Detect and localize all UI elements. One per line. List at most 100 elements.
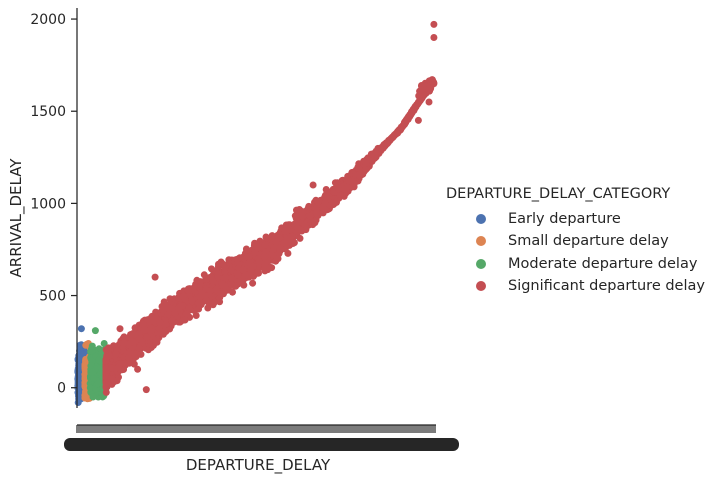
point-significant-departure-delay bbox=[355, 171, 363, 179]
legend: DEPARTURE_DELAY_CATEGORY Early departure… bbox=[446, 186, 705, 297]
point-significant-departure-delay bbox=[151, 273, 159, 281]
point-significant-departure-delay bbox=[430, 80, 438, 88]
x-tick-labels-overlap bbox=[64, 438, 459, 451]
point-significant-departure-delay bbox=[144, 316, 152, 324]
point-significant-departure-delay bbox=[272, 238, 280, 246]
x-axis-label: DEPARTURE_DELAY bbox=[186, 456, 331, 475]
point-significant-departure-delay bbox=[155, 325, 163, 332]
point-significant-departure-delay bbox=[102, 388, 110, 396]
point-significant-departure-delay bbox=[252, 241, 260, 249]
point-significant-departure-delay bbox=[306, 212, 314, 220]
point-significant-departure-delay bbox=[430, 20, 438, 28]
point-significant-departure-delay bbox=[113, 377, 121, 385]
point-significant-departure-delay bbox=[293, 206, 300, 214]
point-significant-departure-delay bbox=[333, 198, 340, 206]
point-moderate-departure-delay bbox=[94, 379, 102, 387]
point-significant-departure-delay bbox=[301, 221, 309, 228]
legend-marker-early bbox=[476, 214, 486, 225]
point-significant-departure-delay bbox=[309, 181, 317, 189]
point-moderate-departure-delay bbox=[95, 356, 103, 364]
point-significant-departure-delay bbox=[345, 177, 353, 185]
point-significant-departure-delay bbox=[162, 302, 169, 310]
y-tick-label: 0 bbox=[57, 381, 66, 397]
point-significant-departure-delay bbox=[177, 302, 185, 310]
point-significant-departure-delay bbox=[335, 185, 343, 193]
point-small-departure-delay bbox=[84, 395, 91, 403]
point-significant-departure-delay bbox=[107, 364, 115, 372]
point-significant-departure-delay bbox=[294, 224, 302, 232]
point-significant-departure-delay bbox=[362, 159, 370, 167]
point-moderate-departure-delay bbox=[100, 340, 108, 347]
point-significant-departure-delay bbox=[322, 193, 330, 201]
point-significant-departure-delay bbox=[188, 297, 196, 305]
point-significant-departure-delay bbox=[261, 253, 268, 260]
point-moderate-departure-delay bbox=[90, 375, 98, 382]
point-significant-departure-delay bbox=[227, 274, 235, 282]
point-moderate-departure-delay bbox=[88, 368, 96, 376]
point-significant-departure-delay bbox=[249, 279, 257, 287]
point-significant-departure-delay bbox=[425, 98, 433, 106]
point-moderate-departure-delay bbox=[88, 347, 96, 355]
point-significant-departure-delay bbox=[414, 100, 422, 108]
point-significant-departure-delay bbox=[293, 212, 301, 220]
point-significant-departure-delay bbox=[274, 255, 282, 263]
point-significant-departure-delay bbox=[232, 282, 240, 290]
point-significant-departure-delay bbox=[125, 354, 133, 361]
point-significant-departure-delay bbox=[135, 335, 143, 343]
point-significant-departure-delay bbox=[120, 339, 128, 347]
point-significant-departure-delay bbox=[134, 365, 142, 373]
point-significant-departure-delay bbox=[115, 363, 123, 371]
legend-item-early: Early departure bbox=[446, 208, 705, 230]
point-significant-departure-delay bbox=[183, 310, 191, 318]
point-significant-departure-delay bbox=[321, 199, 329, 207]
legend-item-small: Small departure delay bbox=[446, 230, 705, 252]
point-significant-departure-delay bbox=[331, 179, 339, 187]
point-significant-departure-delay bbox=[179, 292, 187, 300]
legend-label-small: Small departure delay bbox=[508, 233, 669, 250]
point-significant-departure-delay bbox=[156, 319, 164, 327]
point-significant-departure-delay bbox=[430, 34, 438, 41]
point-significant-departure-delay bbox=[206, 287, 214, 295]
point-significant-departure-delay bbox=[408, 108, 416, 116]
point-significant-departure-delay bbox=[216, 298, 224, 306]
point-early-departure bbox=[77, 325, 85, 333]
points-layer bbox=[74, 20, 438, 406]
point-significant-departure-delay bbox=[239, 266, 247, 274]
point-significant-departure-delay bbox=[249, 262, 257, 270]
point-significant-departure-delay bbox=[102, 357, 110, 365]
point-significant-departure-delay bbox=[129, 338, 137, 346]
point-significant-departure-delay bbox=[221, 264, 229, 272]
point-significant-departure-delay bbox=[195, 305, 203, 313]
point-significant-departure-delay bbox=[212, 285, 220, 293]
point-significant-departure-delay bbox=[181, 316, 189, 324]
point-moderate-departure-delay bbox=[91, 327, 99, 335]
point-significant-departure-delay bbox=[116, 325, 124, 333]
y-tick-label: 2000 bbox=[30, 12, 66, 28]
point-significant-departure-delay bbox=[298, 212, 306, 220]
point-early-departure bbox=[76, 341, 84, 349]
point-significant-departure-delay bbox=[166, 295, 174, 303]
point-significant-departure-delay bbox=[261, 261, 269, 269]
point-significant-departure-delay bbox=[193, 276, 201, 284]
point-moderate-departure-delay bbox=[89, 393, 97, 401]
legend-label-moderate: Moderate departure delay bbox=[508, 255, 698, 272]
point-significant-departure-delay bbox=[102, 346, 110, 354]
point-significant-departure-delay bbox=[225, 256, 233, 264]
point-significant-departure-delay bbox=[414, 116, 422, 124]
point-significant-departure-delay bbox=[379, 144, 387, 152]
point-significant-departure-delay bbox=[236, 278, 244, 285]
point-significant-departure-delay bbox=[184, 286, 192, 294]
point-significant-departure-delay bbox=[209, 301, 217, 309]
point-significant-departure-delay bbox=[196, 293, 204, 301]
point-significant-departure-delay bbox=[192, 312, 200, 319]
legend-item-moderate: Moderate departure delay bbox=[446, 253, 705, 275]
point-significant-departure-delay bbox=[209, 277, 217, 285]
point-significant-departure-delay bbox=[369, 150, 376, 158]
point-significant-departure-delay bbox=[129, 330, 136, 338]
point-early-departure bbox=[74, 399, 82, 406]
point-significant-departure-delay bbox=[142, 386, 150, 394]
point-significant-departure-delay bbox=[208, 265, 215, 273]
point-significant-departure-delay bbox=[281, 227, 289, 235]
point-significant-departure-delay bbox=[143, 333, 151, 341]
point-significant-departure-delay bbox=[251, 249, 259, 257]
